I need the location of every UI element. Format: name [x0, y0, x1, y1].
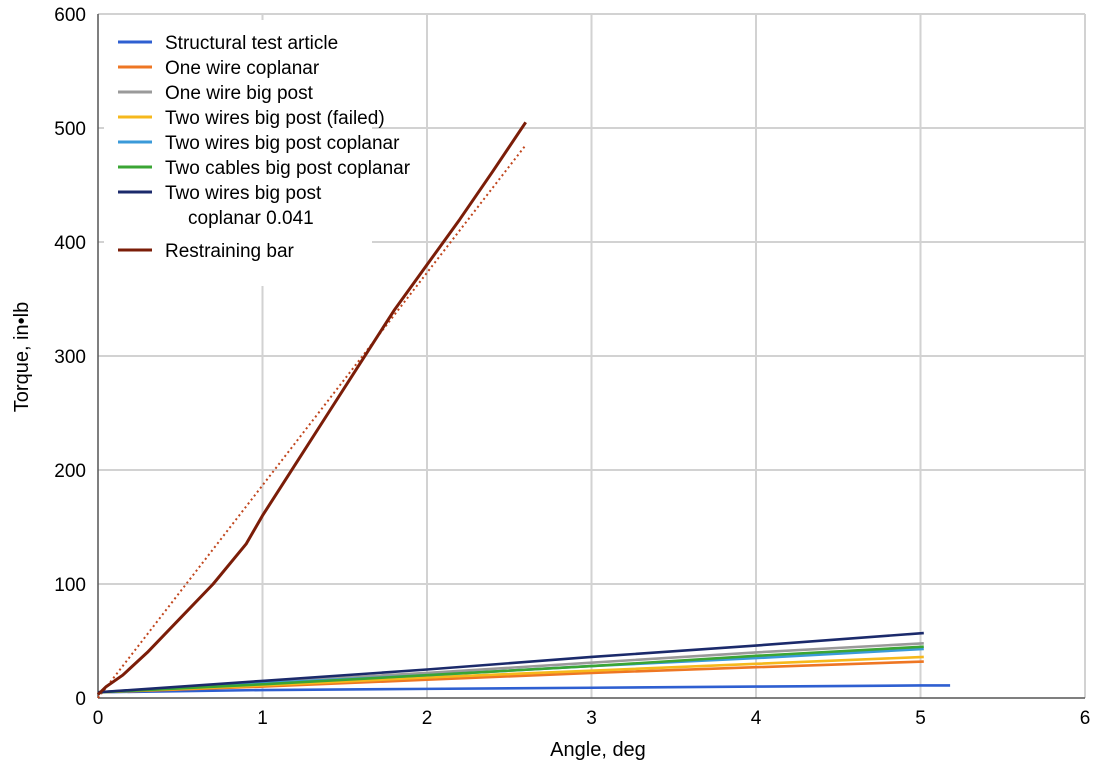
legend-label-two-wires-big-post-coplanar-0-041: Two wires big post [165, 183, 322, 204]
x-tick-label: 0 [93, 708, 104, 729]
series-line-structural-test-article [97, 684, 951, 694]
y-tick-label: 200 [54, 461, 86, 482]
legend-label-two-wires-big-post-failed: Two wires big post (failed) [165, 108, 385, 129]
legend-label-structural-test-article: Structural test article [165, 33, 338, 54]
x-axis-title: Angle, deg [550, 739, 646, 761]
y-tick-label: 600 [54, 5, 86, 26]
x-tick-label: 1 [257, 708, 268, 729]
x-tick-label: 6 [1080, 708, 1091, 729]
series-line-restraining-bar [96, 121, 527, 696]
legend-label-one-wire-coplanar: One wire coplanar [165, 58, 320, 79]
y-tick-label: 0 [75, 689, 86, 710]
legend-label-two-cables-big-post-coplanar: Two cables big post coplanar [165, 158, 411, 179]
trendline [97, 144, 527, 699]
y-tick-label: 300 [54, 347, 86, 368]
legend-label-restraining-bar: Restraining bar [165, 241, 295, 262]
y-tick-label: 400 [54, 233, 86, 254]
y-tick-label: 100 [54, 575, 86, 596]
legend-label-one-wire-big-post: One wire big post [165, 83, 314, 104]
tick-labels: 0 1 2 3 4 5 6 0 100 200 300 400 500 600 [54, 5, 1090, 729]
series-layer [96, 121, 951, 699]
legend-box [104, 20, 372, 286]
legend: Structural test article One wire coplanar… [104, 20, 411, 286]
y-tick-label: 500 [54, 119, 86, 140]
series-line-two-cables-big-post-coplanar [97, 645, 924, 694]
legend-label-two-wires-big-post-coplanar: Two wires big post coplanar [165, 133, 400, 154]
series-line-two-wires-big-post-coplanar-0-041 [97, 631, 924, 694]
x-tick-label: 2 [422, 708, 433, 729]
x-tick-label: 4 [751, 708, 762, 729]
x-tick-label: 5 [915, 708, 926, 729]
y-axis-title: Torque, in•lb [11, 302, 33, 412]
legend-label-two-wires-big-post-coplanar-0-041: coplanar 0.041 [188, 208, 314, 229]
x-tick-label: 3 [586, 708, 597, 729]
